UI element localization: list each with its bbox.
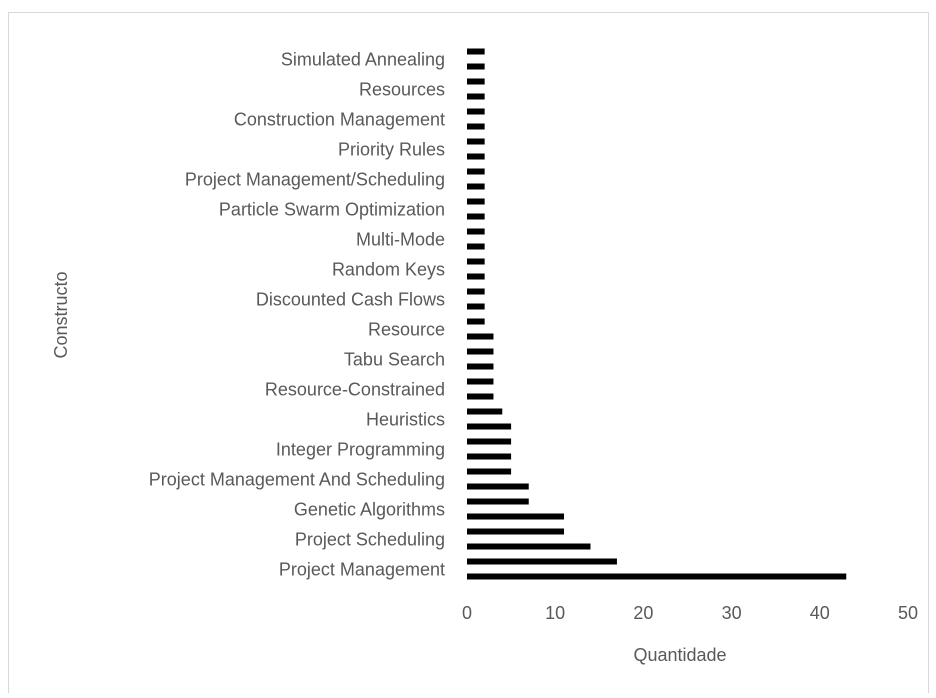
y-tick-label: Resource-Constrained (265, 379, 445, 399)
y-tick-label: Multi-Mode (356, 229, 445, 249)
bar (467, 78, 485, 85)
bar (467, 153, 485, 160)
bar (467, 93, 485, 100)
y-tick-label: Heuristics (366, 409, 445, 429)
bar (467, 498, 529, 505)
x-tick-label: 20 (633, 603, 653, 623)
y-tick-label: Integer Programming (276, 439, 445, 459)
bar (467, 393, 494, 400)
bar (467, 423, 512, 430)
y-tick-label: Resources (359, 79, 445, 99)
bar (467, 198, 485, 205)
y-tick-label: Project Management (279, 559, 445, 579)
bar (467, 303, 485, 310)
bar (467, 363, 494, 370)
y-tick-label: Random Keys (332, 259, 445, 279)
bar (467, 138, 485, 145)
bar (467, 273, 485, 280)
bar (467, 333, 494, 340)
bar (467, 318, 485, 325)
y-tick-label: Project Management And Scheduling (149, 469, 445, 489)
x-axis-label: Quantidade (633, 645, 726, 665)
bar (467, 573, 847, 580)
bar (467, 378, 494, 385)
y-tick-label: Project Management/Scheduling (185, 169, 445, 189)
x-tick-label: 40 (810, 603, 830, 623)
bar (467, 528, 565, 535)
bar (467, 183, 485, 190)
y-tick-label: Priority Rules (338, 139, 445, 159)
x-tick-label: 50 (898, 603, 918, 623)
bar (467, 348, 494, 355)
y-tick-label: Particle Swarm Optimization (219, 199, 445, 219)
bar (467, 213, 485, 220)
y-tick-label: Genetic Algorithms (294, 499, 445, 519)
bar (467, 48, 485, 55)
bar (467, 243, 485, 250)
bar (467, 513, 565, 520)
y-tick-label: Construction Management (234, 109, 445, 129)
bar (467, 408, 503, 415)
bar (467, 108, 485, 115)
y-tick-label: Simulated Annealing (281, 49, 445, 69)
bar (467, 438, 512, 445)
x-tick-label: 0 (462, 603, 472, 623)
y-axis-label: Constructo (51, 271, 71, 358)
bar (467, 543, 591, 550)
bar (467, 228, 485, 235)
bar (467, 123, 485, 130)
bar (467, 558, 617, 565)
bar (467, 288, 485, 295)
bar (467, 483, 529, 490)
bar (467, 63, 485, 70)
bar (467, 258, 485, 265)
x-tick-label: 10 (545, 603, 565, 623)
bar (467, 168, 485, 175)
y-tick-label: Discounted Cash Flows (256, 289, 445, 309)
y-tick-label: Resource (368, 319, 445, 339)
bar (467, 453, 512, 460)
y-tick-label: Project Scheduling (295, 529, 445, 549)
y-tick-label: Tabu Search (344, 349, 445, 369)
x-tick-label: 30 (722, 603, 742, 623)
bar (467, 468, 512, 475)
